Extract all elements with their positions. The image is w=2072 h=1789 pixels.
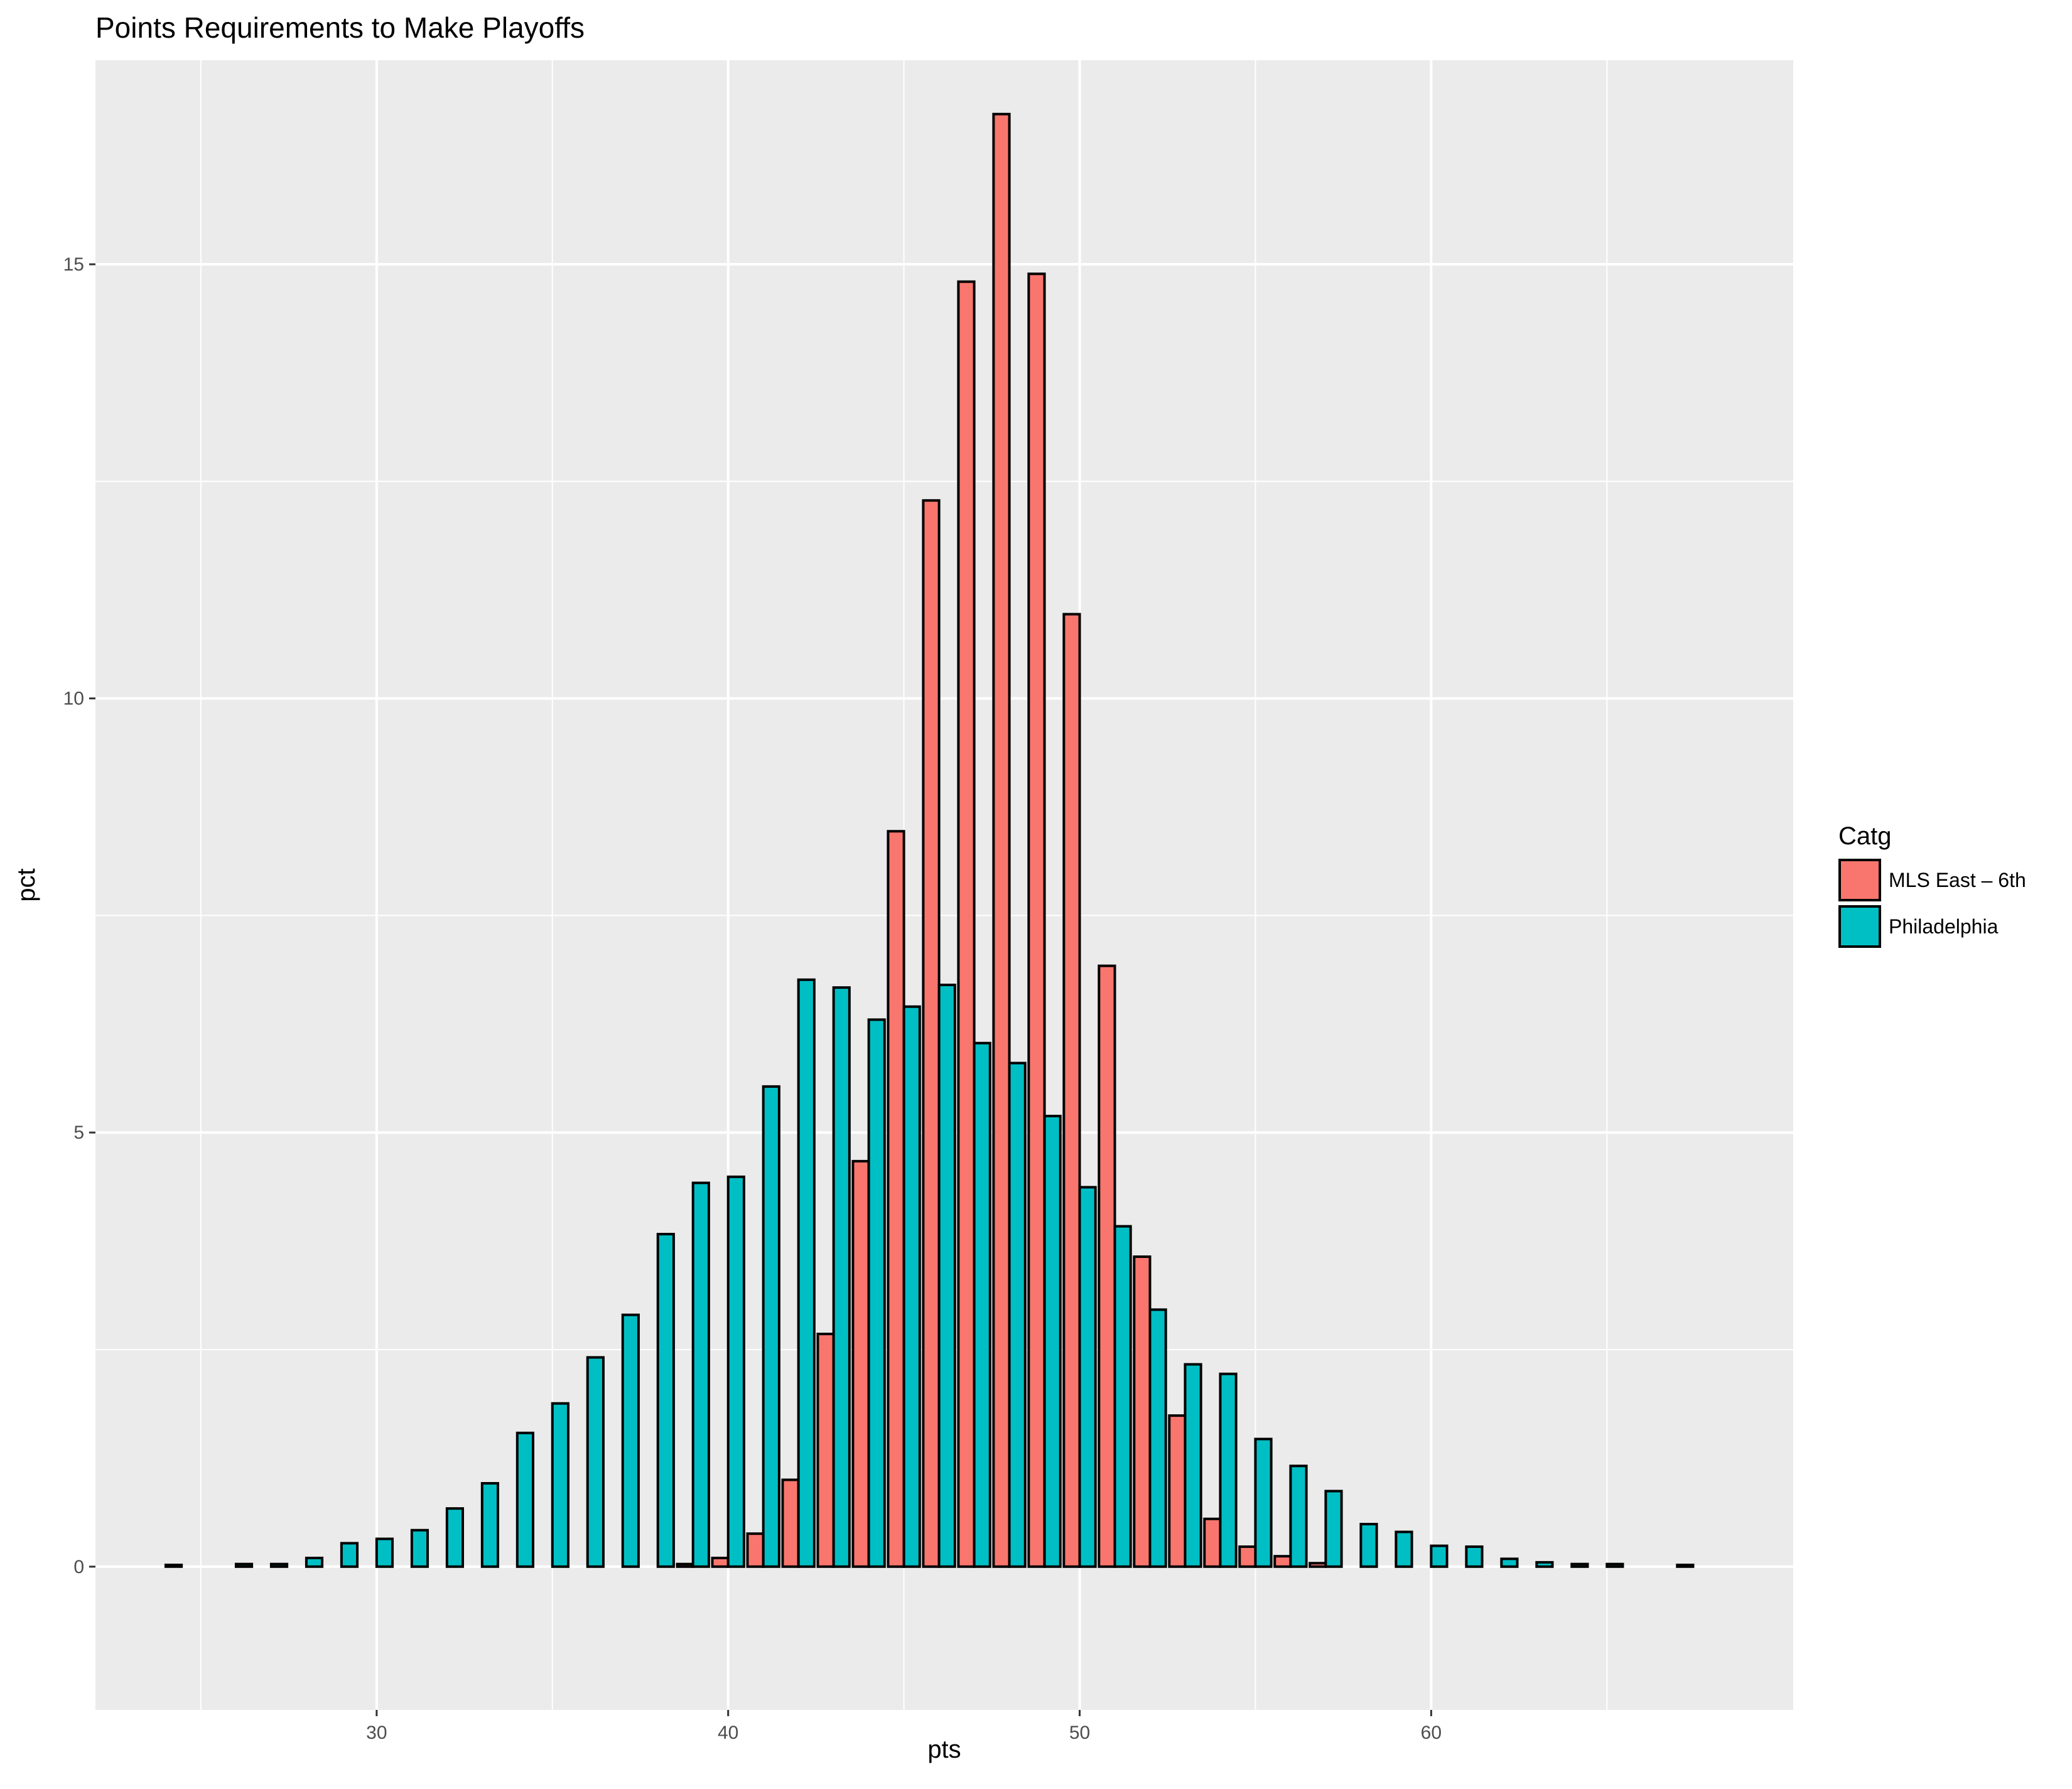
bar bbox=[1430, 1544, 1449, 1568]
bar bbox=[832, 986, 851, 1568]
bar bbox=[1676, 1564, 1695, 1568]
bar bbox=[1238, 1545, 1257, 1568]
bar bbox=[1027, 272, 1046, 1568]
y-tick-label: 15 bbox=[63, 254, 84, 275]
bar bbox=[1324, 1490, 1343, 1568]
legend: Catg MLS East – 6th Philadelphia bbox=[1838, 822, 2026, 948]
bar bbox=[164, 1564, 183, 1568]
y-tick-label: 0 bbox=[73, 1557, 84, 1577]
bar bbox=[746, 1532, 765, 1568]
bar bbox=[676, 1562, 694, 1568]
x-axis-title: pts bbox=[927, 1736, 961, 1763]
bar bbox=[1395, 1530, 1413, 1568]
bar bbox=[711, 1556, 730, 1568]
bar bbox=[1465, 1545, 1484, 1568]
chart-title: Points Requirements to Make Playoffs bbox=[95, 11, 585, 44]
x-tick-label: 50 bbox=[1069, 1722, 1090, 1743]
bar bbox=[1203, 1517, 1222, 1568]
legend-title: Catg bbox=[1838, 822, 1892, 850]
bar bbox=[762, 1085, 780, 1568]
x-tick-label: 40 bbox=[718, 1722, 738, 1743]
bar bbox=[851, 1159, 870, 1568]
bar bbox=[1570, 1562, 1589, 1568]
bar bbox=[922, 499, 941, 1568]
x-tick-label: 30 bbox=[366, 1722, 387, 1743]
y-axis-title: pct bbox=[13, 868, 40, 901]
legend-label-mls-east: MLS East – 6th bbox=[1889, 869, 2026, 891]
bar bbox=[234, 1562, 254, 1568]
x-axis: 30 40 50 60 bbox=[366, 1710, 1442, 1743]
bar bbox=[1535, 1561, 1554, 1568]
bar bbox=[1273, 1555, 1292, 1568]
bar bbox=[375, 1537, 394, 1568]
bar bbox=[1500, 1557, 1519, 1568]
bar bbox=[1605, 1562, 1624, 1568]
bar bbox=[1219, 1372, 1238, 1568]
bar bbox=[1168, 1414, 1187, 1568]
bar bbox=[957, 280, 976, 1568]
bar bbox=[1043, 1114, 1062, 1568]
bar bbox=[797, 978, 816, 1568]
legend-key-mls-east bbox=[1838, 859, 1881, 901]
bar bbox=[551, 1402, 569, 1568]
bar bbox=[1098, 964, 1116, 1568]
bar bbox=[691, 1181, 710, 1568]
bar bbox=[1254, 1437, 1273, 1568]
bar bbox=[1359, 1523, 1378, 1568]
bar bbox=[867, 1018, 886, 1568]
bar bbox=[1289, 1464, 1308, 1568]
bar bbox=[445, 1507, 465, 1568]
bar bbox=[1113, 1225, 1132, 1568]
x-tick-label: 60 bbox=[1421, 1722, 1442, 1743]
bar bbox=[937, 984, 956, 1568]
bar bbox=[1078, 1186, 1097, 1568]
bar bbox=[992, 112, 1011, 1568]
bar bbox=[410, 1528, 429, 1568]
bar bbox=[1062, 613, 1081, 1568]
bar bbox=[656, 1233, 675, 1568]
bar bbox=[269, 1562, 289, 1568]
bars bbox=[164, 112, 1695, 1568]
bar bbox=[887, 830, 905, 1568]
bar bbox=[1133, 1255, 1152, 1568]
bar bbox=[305, 1556, 324, 1568]
bar bbox=[781, 1478, 800, 1568]
bar bbox=[1308, 1562, 1327, 1568]
bar bbox=[480, 1481, 500, 1568]
bar bbox=[586, 1356, 605, 1568]
bar bbox=[1148, 1308, 1167, 1568]
bar bbox=[340, 1542, 359, 1568]
bar bbox=[515, 1431, 534, 1568]
bar bbox=[973, 1041, 991, 1568]
y-tick-label: 5 bbox=[73, 1122, 84, 1143]
legend-label-philadelphia: Philadelphia bbox=[1889, 915, 1999, 938]
bar bbox=[726, 1175, 745, 1568]
bar bbox=[816, 1333, 835, 1568]
bar bbox=[1184, 1363, 1202, 1568]
bar bbox=[1008, 1061, 1027, 1568]
legend-key-philadelphia bbox=[1838, 905, 1881, 948]
bar bbox=[621, 1313, 640, 1568]
bar bbox=[902, 1005, 921, 1568]
y-axis: 0 5 10 15 bbox=[63, 254, 95, 1577]
y-tick-label: 10 bbox=[63, 689, 84, 709]
